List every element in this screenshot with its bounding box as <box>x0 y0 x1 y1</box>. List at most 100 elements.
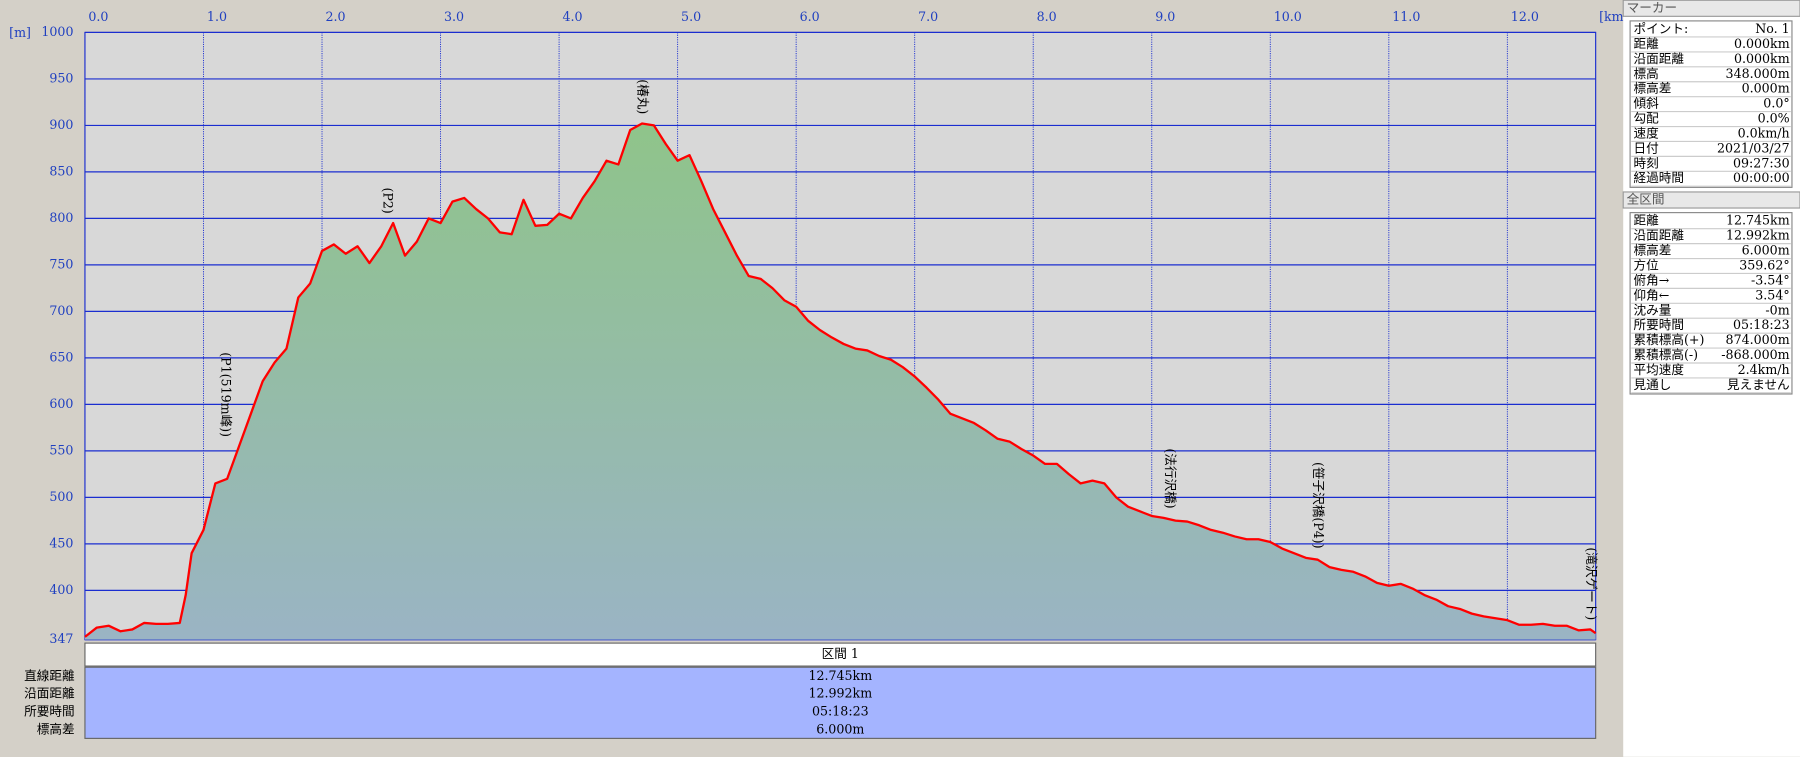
panel-value: 2021/03/27 <box>1717 140 1790 155</box>
panel-label: 所要時間 <box>1634 317 1684 332</box>
panel-label: 日付 <box>1634 140 1660 155</box>
segment-header-box <box>84 642 1597 667</box>
panel-label: 沈み量 <box>1634 302 1672 317</box>
panel-value: 0.0° <box>1763 96 1789 111</box>
panel-value: 874.000m <box>1726 332 1790 347</box>
panel-value: 0.000km <box>1734 36 1790 51</box>
panel-value: -868.000m <box>1721 347 1789 362</box>
x-tick-label: 0.0 <box>88 9 108 24</box>
panel-label: 方位 <box>1634 258 1660 273</box>
segment-value: 12.992km <box>808 686 872 701</box>
x-tick-label: 3.0 <box>444 9 464 24</box>
panel-label: 傾斜 <box>1634 96 1660 111</box>
panel-value: 348.000m <box>1726 66 1790 81</box>
panel-label: 見通し <box>1634 377 1672 392</box>
panel-label: 距離 <box>1634 213 1660 228</box>
y-tick-label: 500 <box>49 489 73 504</box>
panel-label: 累積標高(-) <box>1634 347 1699 362</box>
panel-label: 勾配 <box>1634 111 1660 126</box>
annotation: (法行沢橋) <box>1163 448 1178 508</box>
y-tick-label: 750 <box>49 256 73 271</box>
panel-title: 全区間 <box>1627 191 1665 206</box>
panel-label: 標高差 <box>1634 243 1672 258</box>
panel-value: 12.745km <box>1726 213 1790 228</box>
panel-label: ポイント: <box>1634 21 1689 36</box>
x-tick-label: 10.0 <box>1274 9 1302 24</box>
segment-label: 所要時間 <box>24 703 74 718</box>
panel-value: 359.62° <box>1739 258 1789 273</box>
panel-value: 12.992km <box>1726 228 1790 243</box>
panel-value: 0.0km/h <box>1738 125 1790 140</box>
panel-value: 0.0% <box>1758 111 1790 126</box>
panel-value: No. 1 <box>1755 21 1789 36</box>
x-tick-label: 5.0 <box>681 9 701 24</box>
panel-label: 俯角→ <box>1634 272 1670 287</box>
annotation: (P1(519m峰)) <box>218 352 233 437</box>
y-tick-label: 450 <box>49 535 73 550</box>
segment-label: 沿面距離 <box>24 686 75 701</box>
segment-header: 区間 1 <box>822 646 859 661</box>
y-tick-label: 850 <box>49 163 73 178</box>
y-tick-label: 800 <box>49 210 73 225</box>
panel-label: 仰角← <box>1634 287 1670 302</box>
panel-title-bar <box>1622 191 1800 209</box>
annotation: (椿丸) <box>636 79 651 114</box>
panel-value: 05:18:23 <box>1733 317 1790 332</box>
segment-label: 標高差 <box>37 721 75 736</box>
panel-value: 3.54° <box>1755 287 1789 302</box>
elevation-fill <box>84 123 1596 640</box>
panel-title: マーカー <box>1627 0 1677 15</box>
y-tick-label: 400 <box>49 582 73 597</box>
segment-value: 05:18:23 <box>812 703 869 718</box>
panel-value: 0.000m <box>1742 81 1790 96</box>
panel-label: 平均速度 <box>1634 362 1685 377</box>
panel-label: 経過時間 <box>1634 170 1684 185</box>
y-tick-label: 347 <box>49 631 73 646</box>
segment-label: 直線距離 <box>24 668 75 683</box>
x-tick-label: 1.0 <box>207 9 227 24</box>
y-tick-label: 700 <box>49 303 73 318</box>
y-tick-label: 650 <box>49 349 73 364</box>
x-tick-label: 12.0 <box>1511 9 1539 24</box>
panel-label: 距離 <box>1634 36 1660 51</box>
panel-value: 見えません <box>1727 377 1790 392</box>
panel-value: 2.4km/h <box>1738 362 1790 377</box>
y-tick-label: 900 <box>49 117 73 132</box>
panel-value: 09:27:30 <box>1733 155 1790 170</box>
x-unit: [km] <box>1599 9 1628 24</box>
panel-value: -0m <box>1765 302 1789 317</box>
y-tick-label: 600 <box>49 396 73 411</box>
x-tick-label: 2.0 <box>325 9 345 24</box>
annotation: (P2) <box>381 187 396 213</box>
panel-label: 沿面距離 <box>1634 51 1685 66</box>
annotation: (笹子沢橋(P4)) <box>1311 462 1326 549</box>
x-tick-label: 6.0 <box>800 9 820 24</box>
panel-label: 標高差 <box>1634 81 1672 96</box>
panel-value: 0.000km <box>1734 51 1790 66</box>
y-tick-label: 1000 <box>41 24 73 39</box>
annotation: (滝沢ゲート) <box>1584 547 1599 620</box>
segment-value: 12.745km <box>808 668 872 683</box>
panel-value: -3.54° <box>1751 272 1790 287</box>
x-tick-label: 9.0 <box>1155 9 1175 24</box>
panel-title-bar <box>1622 0 1800 17</box>
elevation-line <box>84 122 1597 638</box>
panel-label: 累積標高(+) <box>1634 332 1705 347</box>
panel-value: 6.000m <box>1742 243 1790 258</box>
x-tick-label: 8.0 <box>1037 9 1057 24</box>
segment-body <box>84 666 1597 739</box>
x-tick-label: 4.0 <box>563 9 583 24</box>
x-tick-label: 11.0 <box>1392 9 1420 24</box>
segment-value: 6.000m <box>816 721 864 736</box>
y-tick-label: 550 <box>49 442 73 457</box>
panel-label: 沿面距離 <box>1634 228 1685 243</box>
y-tick-label: 950 <box>49 70 73 85</box>
x-tick-label: 7.0 <box>918 9 938 24</box>
panel-label: 速度 <box>1634 125 1660 140</box>
panel-value: 00:00:00 <box>1733 170 1790 185</box>
panel-table <box>1629 20 1793 188</box>
panel-label: 時刻 <box>1634 155 1659 170</box>
y-unit: [m] <box>9 25 31 40</box>
